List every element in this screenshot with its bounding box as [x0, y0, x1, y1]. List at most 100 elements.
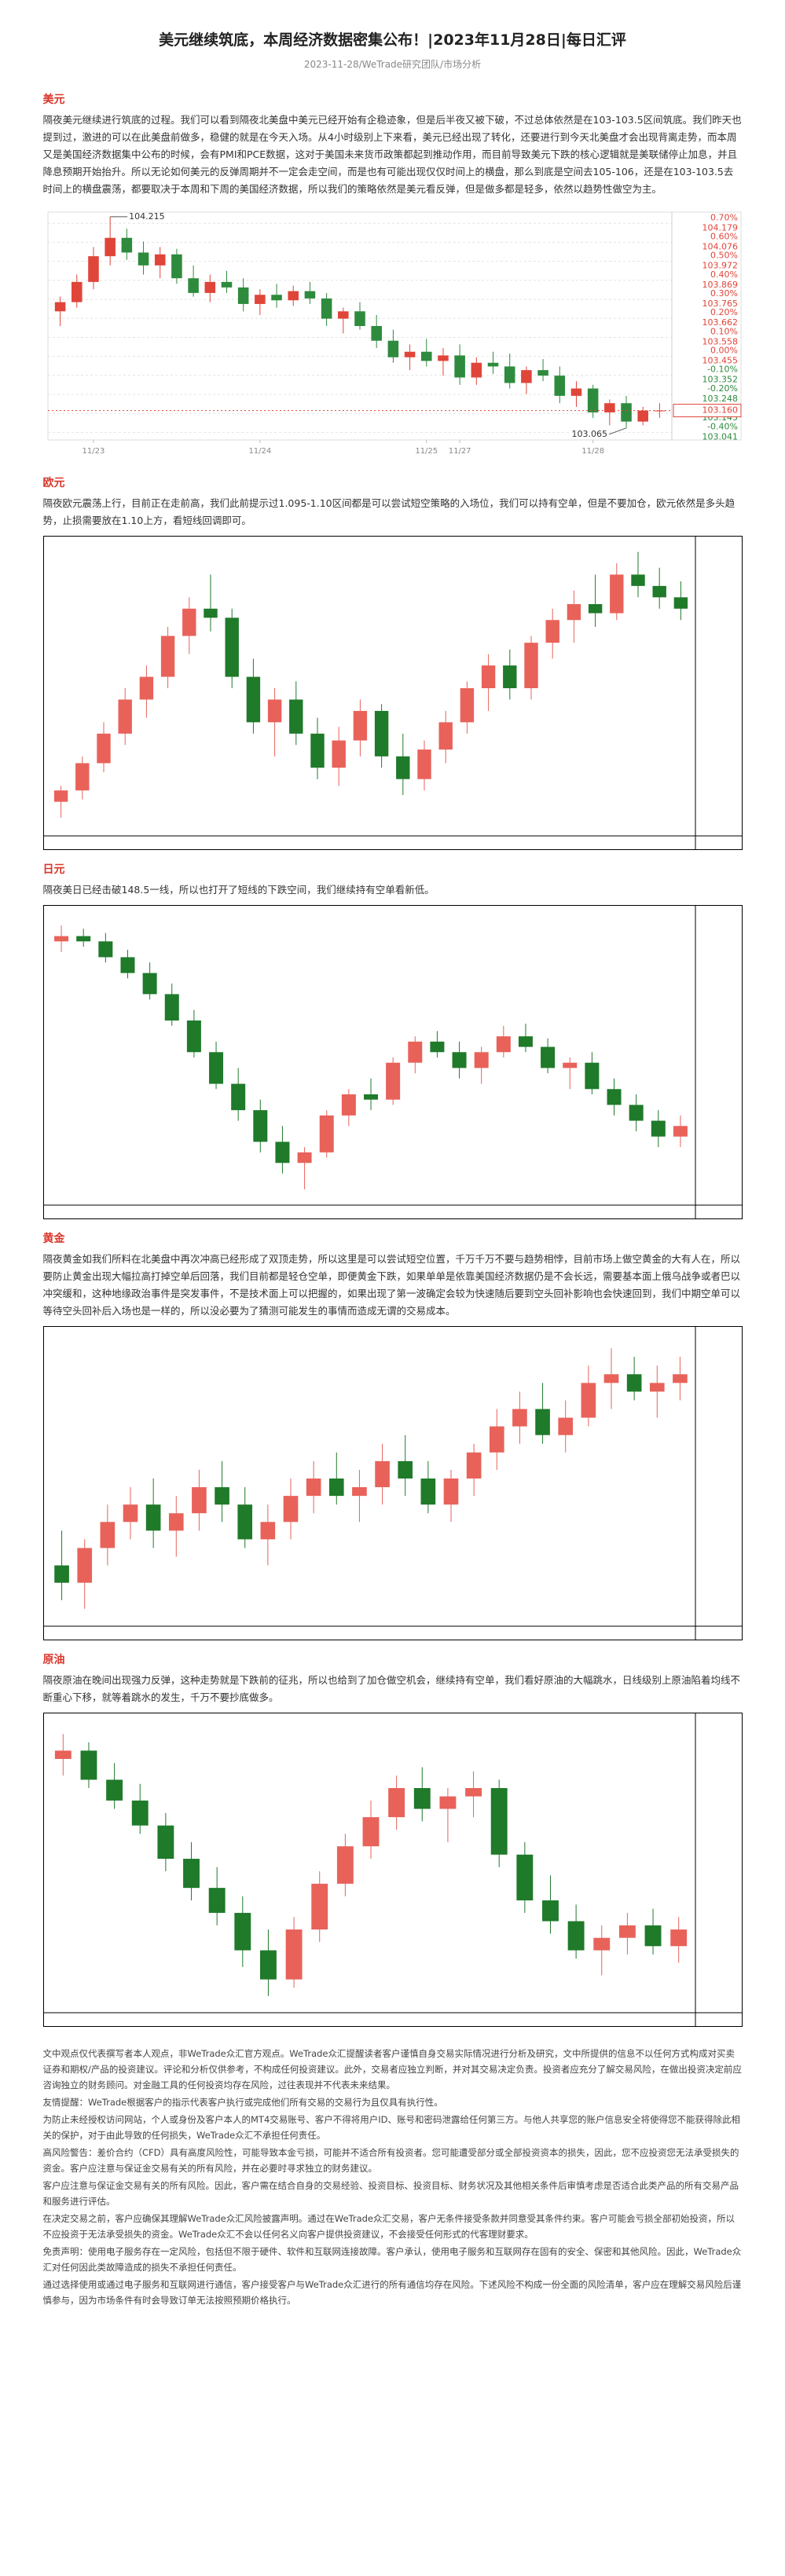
candle-body: [328, 1479, 344, 1497]
candle-body: [283, 1496, 298, 1523]
high-label: 104.215: [129, 211, 165, 222]
candle-body: [97, 941, 112, 958]
candle-body: [186, 1021, 201, 1053]
candle-body: [171, 254, 182, 279]
y-tick-pct: 0.00%: [710, 346, 738, 356]
candle-body: [310, 1883, 328, 1930]
candle-body: [464, 1788, 482, 1797]
candle-body: [221, 281, 232, 288]
candle-body: [437, 355, 449, 361]
candle-body: [191, 1487, 207, 1514]
candle-body: [204, 281, 215, 293]
candle-body: [306, 1479, 321, 1497]
candle-body: [496, 1036, 511, 1053]
candle-body: [570, 388, 581, 396]
candle-body: [145, 1504, 160, 1531]
candle-body: [471, 362, 482, 378]
x-tick-label: 11/27: [448, 447, 471, 456]
candle-body: [374, 1460, 390, 1488]
candle-body: [545, 620, 559, 643]
market-section: 美元 隔夜美元继续进行筑底的过程。我们可以看到隔夜北美盘中美元已经开始有企稳迹象，…: [42, 91, 743, 464]
chart-frame: [42, 1713, 743, 2027]
candle-body: [121, 237, 132, 253]
candle-body: [607, 1089, 622, 1105]
candle-body: [117, 699, 132, 734]
candle-body: [374, 710, 388, 757]
candle-body: [259, 1950, 277, 1980]
chart-frame: [47, 211, 741, 441]
y-tick-pct: 0.10%: [710, 327, 738, 337]
candle-body: [71, 281, 83, 302]
candle-body: [80, 1750, 97, 1780]
candle-body: [466, 1452, 481, 1479]
candlestick-chart: 0.70%104.1790.60%104.0760.50%103.9720.40…: [42, 204, 743, 464]
candle-body: [285, 1929, 303, 1980]
candle-body: [420, 1479, 435, 1505]
chart-frame: [42, 1326, 743, 1640]
candle-body: [182, 608, 196, 636]
disclaimer-paragraph: 客户应注意与保证金交易有关的所有风险。因此，客户需在结合自身的交易经验、投资目标…: [42, 2180, 739, 2207]
candle-body: [224, 617, 239, 677]
y-tick-label: 104.179: [702, 222, 738, 233]
candlestick-chart: [42, 905, 743, 1219]
candle-body: [203, 608, 218, 618]
low-leader: [608, 427, 626, 435]
candle-body: [518, 1036, 533, 1047]
candle-body: [669, 1929, 687, 1947]
candle-body: [336, 1846, 354, 1884]
candle-body: [54, 1750, 72, 1759]
y-tick-label: 103.248: [702, 394, 738, 404]
y-tick-label: 103.765: [702, 299, 738, 309]
candle-body: [104, 237, 116, 257]
candle-body: [131, 1800, 149, 1826]
candle-body: [489, 1426, 504, 1453]
candle-body: [404, 351, 415, 357]
candle-body: [100, 1522, 115, 1548]
candle-body: [534, 1409, 550, 1435]
candle-body: [407, 1041, 422, 1063]
candle-body: [254, 295, 266, 304]
candle-body: [429, 1041, 444, 1053]
candle-body: [208, 1888, 226, 1913]
candle-body: [636, 410, 648, 422]
candle-body: [512, 1409, 527, 1427]
market-section: 黄金 隔夜黄金如我们所料在北美盘中再次冲高已经形成了双顶走势，所以这里是可以尝试短…: [42, 1230, 743, 1640]
candle-body: [310, 733, 325, 768]
candle-body: [562, 1062, 577, 1068]
candle-body: [142, 973, 157, 995]
candle-body: [139, 676, 153, 700]
candle-body: [274, 1141, 289, 1163]
disclaimer-paragraph: 在决定交易之前，客户应确保其理解WeTrade众汇风险披露声明。通过在WeTra…: [42, 2213, 735, 2240]
section-paragraph: 隔夜美元继续进行筑底的过程。我们可以看到隔夜北美盘中美元已经开始有企稳迹象，但是…: [42, 114, 742, 195]
disclaimer: 文中观点仅代表撰写者本人观点，非WeTrade众汇官方观点。WeTrade众汇提…: [43, 2046, 743, 2308]
section-paragraph: 隔夜欧元震荡上行，目前正在走前高，我们此前提示过1.095-1.10区间都是可以…: [42, 497, 735, 526]
candle-body: [387, 1788, 405, 1818]
market-section: 欧元 隔夜欧元震荡上行，目前正在走前高，我们此前提示过1.095-1.10区间都是…: [42, 475, 743, 850]
y-tick-pct: 0.20%: [710, 307, 738, 317]
candle-body: [644, 1925, 661, 1947]
candle-body: [182, 1859, 200, 1889]
candle-body: [387, 340, 398, 357]
candle-body: [481, 665, 495, 688]
candle-body: [123, 1504, 138, 1523]
candle-body: [609, 574, 624, 614]
candle-body: [246, 676, 260, 723]
candle-body: [443, 1479, 458, 1505]
low-label: 103.065: [571, 429, 607, 439]
candle-body: [618, 1925, 636, 1938]
candle-body: [53, 936, 68, 942]
candle-body: [138, 252, 149, 266]
candle-body: [87, 256, 99, 282]
candle-body: [603, 1374, 618, 1383]
sections: 美元 隔夜美元继续进行筑底的过程。我们可以看到隔夜北美盘中美元已经开始有企稳迹象，…: [42, 91, 743, 2027]
candle-body: [397, 1460, 413, 1479]
y-tick-pct: -0.10%: [707, 365, 738, 375]
candlestick-chart: [42, 536, 743, 850]
x-tick-label: 11/25: [415, 447, 438, 456]
y-tick-label: 103.352: [702, 375, 738, 385]
candle-body: [353, 710, 367, 741]
candle-body: [214, 1487, 229, 1505]
candle-body: [651, 585, 666, 598]
candle-body: [53, 1565, 69, 1583]
candle-body: [541, 1900, 559, 1922]
